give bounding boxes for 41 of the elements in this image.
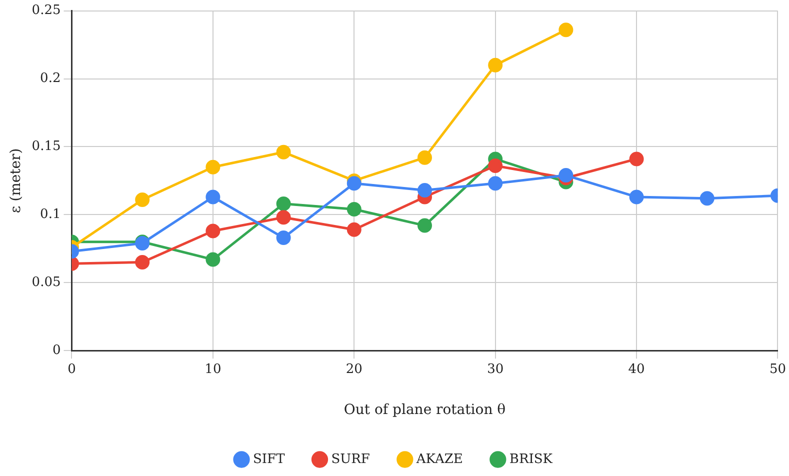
x-tick-label: 40	[628, 362, 645, 377]
x-tick-label: 50	[769, 362, 786, 377]
legend-label: BRISK	[509, 452, 553, 467]
y-tick-label: 0.05	[32, 275, 61, 290]
point	[346, 202, 362, 216]
x-tick-label: 0	[68, 362, 76, 377]
y-tick-label: 0.25	[32, 3, 61, 18]
point	[417, 218, 432, 233]
point	[276, 144, 291, 160]
legend-label: SURF	[331, 452, 370, 467]
x-tick-label: 20	[346, 362, 362, 377]
point	[135, 192, 150, 207]
point	[206, 224, 220, 238]
point	[558, 22, 574, 38]
x-tick-label: 10	[204, 362, 222, 377]
point	[488, 158, 503, 173]
point	[488, 58, 503, 72]
y-tick-label: 0.15	[32, 139, 61, 154]
y-tick-label: 0.2	[40, 71, 61, 86]
point	[629, 190, 644, 204]
x-axis-title: Out of plane rotation θ	[344, 402, 506, 418]
point	[417, 182, 432, 198]
point	[276, 196, 291, 212]
point	[276, 210, 291, 225]
point	[135, 255, 150, 270]
point	[346, 222, 362, 237]
point	[206, 160, 220, 174]
point	[488, 176, 503, 191]
y-axis-title: ε (meter)	[8, 148, 24, 214]
point	[276, 230, 291, 246]
point	[206, 190, 220, 204]
y-tick-label: 0.1	[40, 207, 61, 222]
legend-label: SIFT	[253, 452, 286, 467]
point	[346, 176, 362, 191]
point	[629, 152, 644, 166]
x-tick-label: 30	[487, 362, 504, 377]
point	[700, 191, 714, 206]
point	[417, 150, 432, 165]
y-tick-label: 0	[52, 342, 61, 358]
legend-label: AKAZE	[415, 452, 463, 467]
point	[206, 252, 220, 267]
